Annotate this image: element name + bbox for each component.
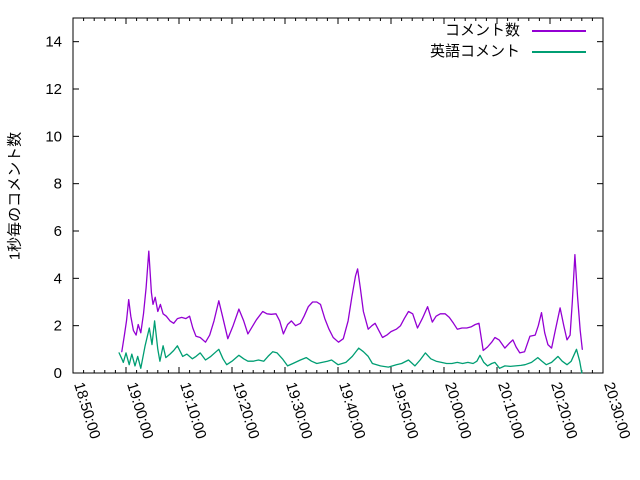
legend: コメント数 英語コメント bbox=[430, 23, 586, 59]
svg-text:4: 4 bbox=[54, 270, 62, 287]
svg-text:20:20:00: 20:20:00 bbox=[547, 380, 580, 441]
legend-item-english-comments: 英語コメント bbox=[430, 44, 586, 59]
svg-text:19:20:00: 19:20:00 bbox=[229, 380, 262, 441]
svg-text:19:40:00: 19:40:00 bbox=[335, 380, 368, 441]
svg-text:20:00:00: 20:00:00 bbox=[441, 380, 474, 441]
svg-text:14: 14 bbox=[45, 34, 62, 51]
svg-text:2: 2 bbox=[54, 318, 62, 335]
svg-text:19:00:00: 19:00:00 bbox=[123, 380, 156, 441]
svg-text:19:10:00: 19:10:00 bbox=[176, 380, 209, 441]
svg-text:8: 8 bbox=[54, 176, 62, 193]
svg-text:12: 12 bbox=[45, 81, 62, 98]
svg-text:10: 10 bbox=[45, 128, 62, 145]
legend-line-sample-english-comments bbox=[532, 50, 586, 53]
y-tick-labels: 0 2 4 6 8 10 12 14 bbox=[45, 34, 62, 382]
series-line-1 bbox=[118, 320, 583, 374]
svg-text:19:30:00: 19:30:00 bbox=[282, 380, 315, 441]
svg-text:20:10:00: 20:10:00 bbox=[494, 380, 527, 441]
axis-ticks bbox=[72, 18, 604, 374]
legend-item-comments: コメント数 bbox=[445, 23, 586, 38]
legend-label-comments: コメント数 bbox=[444, 22, 520, 39]
y-axis-title: 1秒毎のコメント数 bbox=[6, 131, 24, 261]
plot-frame bbox=[72, 17, 604, 374]
svg-text:0: 0 bbox=[54, 365, 62, 382]
series-line-0 bbox=[121, 250, 583, 354]
legend-line-sample-comments bbox=[532, 29, 586, 32]
svg-text:6: 6 bbox=[54, 223, 62, 240]
svg-text:20:30:00: 20:30:00 bbox=[600, 380, 633, 441]
svg-text:19:50:00: 19:50:00 bbox=[388, 380, 421, 441]
svg-text:18:50:00: 18:50:00 bbox=[70, 380, 103, 441]
x-tick-labels: 18:50:00 19:00:00 19:10:00 19:20:00 19:30:00… bbox=[70, 380, 633, 441]
legend-label-english-comments: 英語コメント bbox=[429, 43, 520, 60]
